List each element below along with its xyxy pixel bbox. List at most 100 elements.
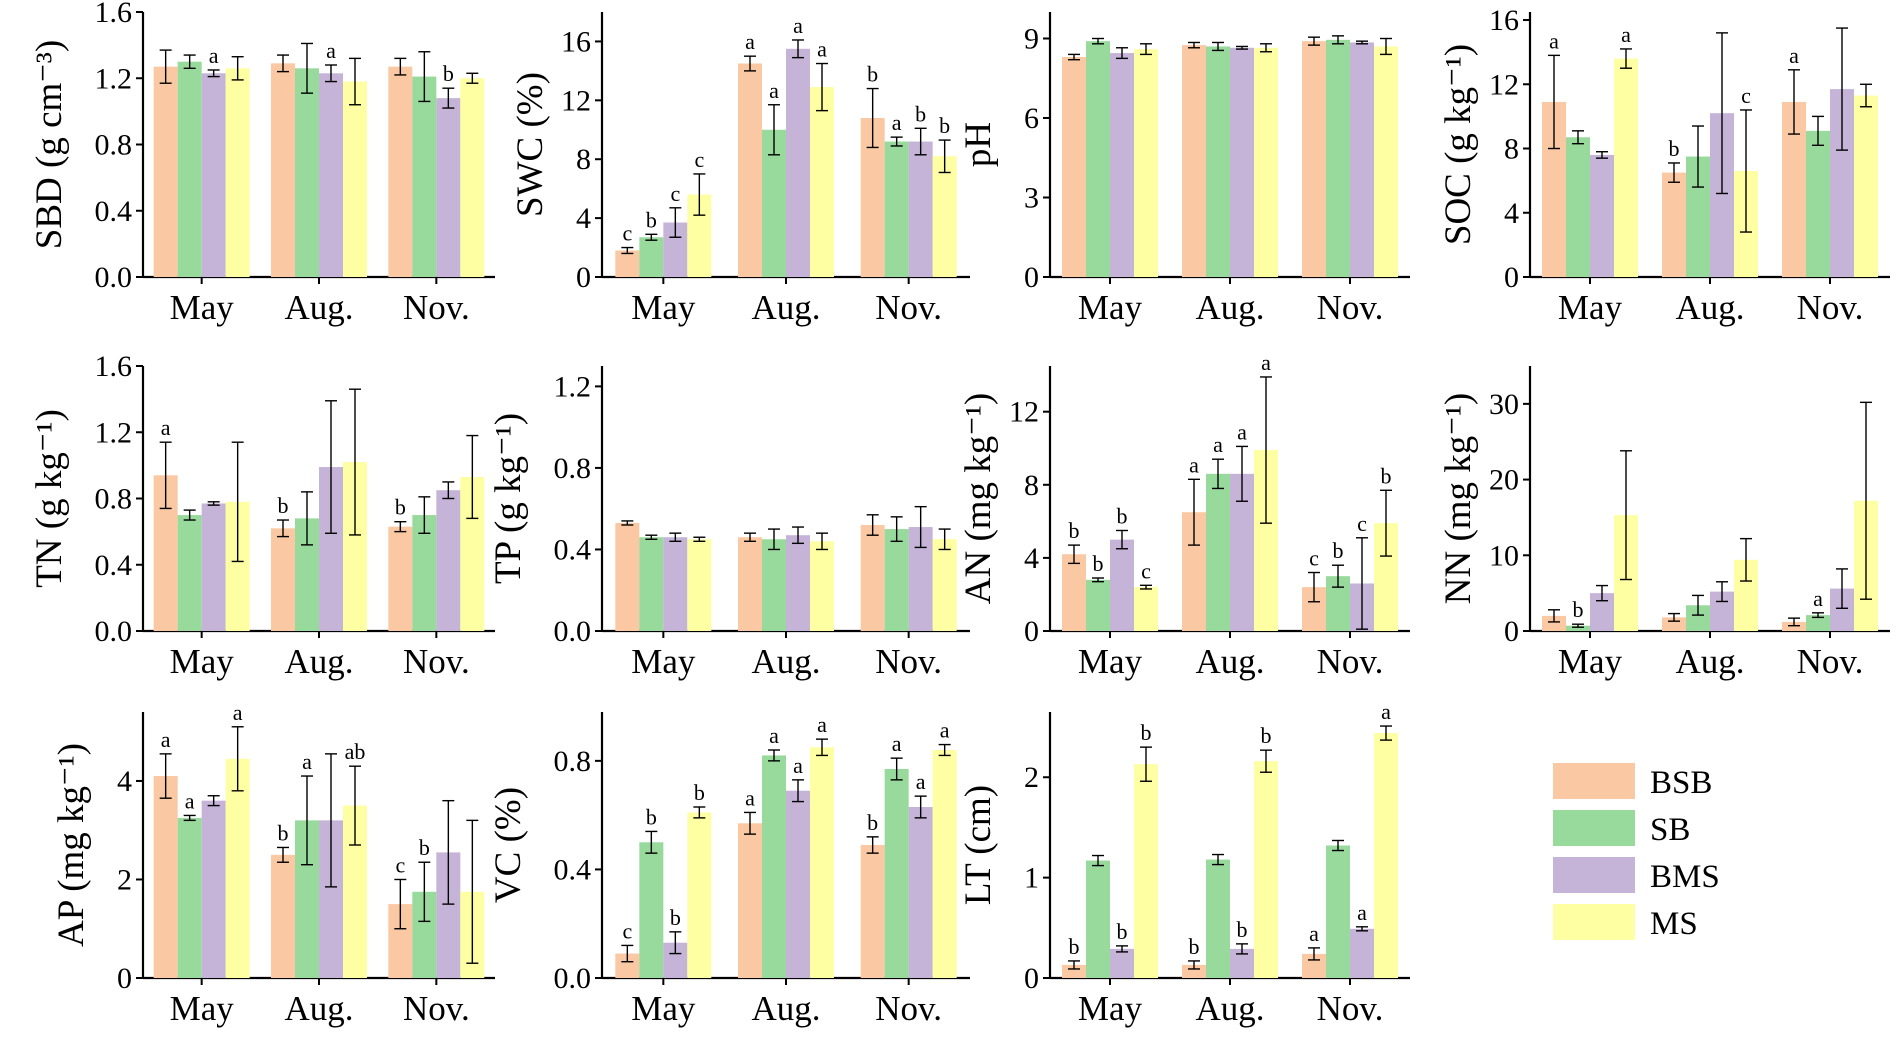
- legend-swatch: [1553, 857, 1635, 893]
- y-tick-label: 0: [1024, 615, 1039, 648]
- x-tick-label: May: [170, 989, 235, 1028]
- bar-sb: [639, 237, 664, 277]
- bar-sb: [1206, 473, 1230, 631]
- significance-label: a: [185, 788, 195, 813]
- bar-bsb: [1062, 554, 1086, 631]
- bar-sb: [1326, 845, 1350, 978]
- significance-label: a: [1621, 22, 1631, 47]
- significance-label: b: [867, 810, 878, 835]
- x-tick-label: May: [170, 642, 235, 681]
- bar-bsb: [1542, 615, 1566, 631]
- bar-ms: [1374, 46, 1398, 278]
- bar-bms: [786, 48, 810, 277]
- y-tick-label: 0.0: [554, 962, 592, 995]
- y-tick-label: 0: [576, 261, 591, 294]
- chart-nn: 0 10 20 30 NN (mg kg⁻¹) May b Aug. Nov. a: [1438, 366, 1890, 681]
- bar-bms: [201, 800, 226, 978]
- significance-label: a: [161, 727, 171, 752]
- y-tick-label: 2: [117, 863, 132, 896]
- significance-label: b: [939, 113, 950, 138]
- bar-ms: [1374, 733, 1398, 978]
- significance-label: b: [419, 835, 430, 860]
- y-tick-label: 10: [1489, 539, 1519, 572]
- y-tick-label: 4: [1024, 542, 1039, 575]
- y-tick-label: 0.4: [95, 549, 133, 582]
- y-tick-label: 2: [1024, 761, 1039, 794]
- bar-bms: [1110, 539, 1134, 631]
- x-tick-label: Aug.: [1195, 989, 1264, 1028]
- significance-label: c: [395, 852, 405, 877]
- y-tick-label: 0.0: [95, 261, 133, 294]
- y-tick-label: 12: [1009, 396, 1039, 429]
- bar-sb: [1326, 39, 1350, 278]
- legend-swatch: [1553, 810, 1635, 846]
- y-tick-label: 0.4: [554, 533, 592, 566]
- significance-label: c: [1141, 558, 1151, 583]
- significance-label: a: [1549, 28, 1559, 53]
- bar-bsb: [388, 66, 413, 277]
- bar-ms: [1254, 761, 1278, 978]
- y-axis-label: AP (mg kg⁻¹): [51, 743, 92, 947]
- significance-label: b: [867, 62, 878, 87]
- significance-label: a: [1309, 921, 1319, 946]
- bar-bsb: [271, 63, 295, 277]
- y-axis-label: TP (g kg⁻¹): [488, 413, 529, 584]
- y-tick-label: 16: [561, 25, 591, 58]
- y-tick-label: 4: [1504, 197, 1519, 230]
- bar-bsb: [738, 823, 762, 978]
- y-axis-label: pH: [958, 122, 999, 167]
- x-tick-label: Aug.: [1675, 288, 1744, 327]
- bar-sb: [177, 515, 202, 631]
- bar-bms: [1230, 47, 1254, 278]
- bar-bms: [1350, 928, 1374, 978]
- significance-label: a: [161, 415, 171, 440]
- x-tick-label: Aug.: [284, 989, 353, 1028]
- significance-label: b: [1573, 597, 1584, 622]
- significance-label: a: [1261, 350, 1271, 375]
- bar-bsb: [1062, 964, 1086, 978]
- bar-ms: [687, 812, 712, 978]
- significance-label: c: [622, 221, 632, 246]
- bar-sb: [762, 539, 786, 631]
- y-tick-label: 0.8: [554, 452, 592, 485]
- significance-label: a: [1813, 586, 1823, 611]
- x-tick-label: Nov.: [875, 288, 942, 327]
- y-axis-label: AN (mg kg⁻¹): [958, 393, 999, 605]
- bar-bms: [436, 490, 461, 631]
- significance-label: a: [769, 78, 779, 103]
- bar-bsb: [615, 250, 640, 277]
- y-tick-label: 0: [1024, 962, 1039, 995]
- x-tick-label: May: [170, 288, 235, 327]
- bar-ms: [687, 539, 712, 631]
- significance-label: a: [326, 38, 336, 63]
- y-tick-label: 1.2: [95, 416, 133, 449]
- bar-bms: [786, 790, 810, 978]
- x-tick-label: Aug.: [284, 288, 353, 327]
- bar-bsb: [153, 776, 178, 978]
- y-axis-label: LT (cm): [958, 785, 999, 905]
- legend-label: MS: [1650, 906, 1698, 942]
- bar-bsb: [271, 854, 295, 978]
- bar-bms: [908, 807, 933, 978]
- significance-label: c: [1741, 83, 1751, 108]
- chart-ph: 0 3 6 9 pH May Aug. Nov.: [958, 12, 1410, 327]
- significance-label: b: [646, 804, 657, 829]
- bar-ms: [1134, 49, 1158, 277]
- bar-sb: [1086, 41, 1110, 278]
- legend: BSB SB BMS MS: [1553, 763, 1720, 942]
- chart-tn: 0.0 0.4 0.8 1.2 1.6 TN (g kg⁻¹) May a Aug. b Nov. b: [29, 350, 495, 681]
- x-tick-label: Aug.: [751, 288, 820, 327]
- legend-item-bsb: BSB: [1553, 763, 1712, 801]
- legend-swatch: [1553, 904, 1635, 940]
- x-tick-label: May: [631, 642, 696, 681]
- bar-bsb: [1182, 964, 1206, 978]
- significance-label: b: [443, 61, 454, 86]
- significance-label: a: [817, 712, 827, 737]
- bar-bms: [319, 73, 343, 277]
- bar-sb: [412, 515, 437, 631]
- y-tick-label: 1: [1024, 862, 1039, 895]
- significance-label: b: [915, 101, 926, 126]
- legend-item-sb: SB: [1553, 810, 1690, 848]
